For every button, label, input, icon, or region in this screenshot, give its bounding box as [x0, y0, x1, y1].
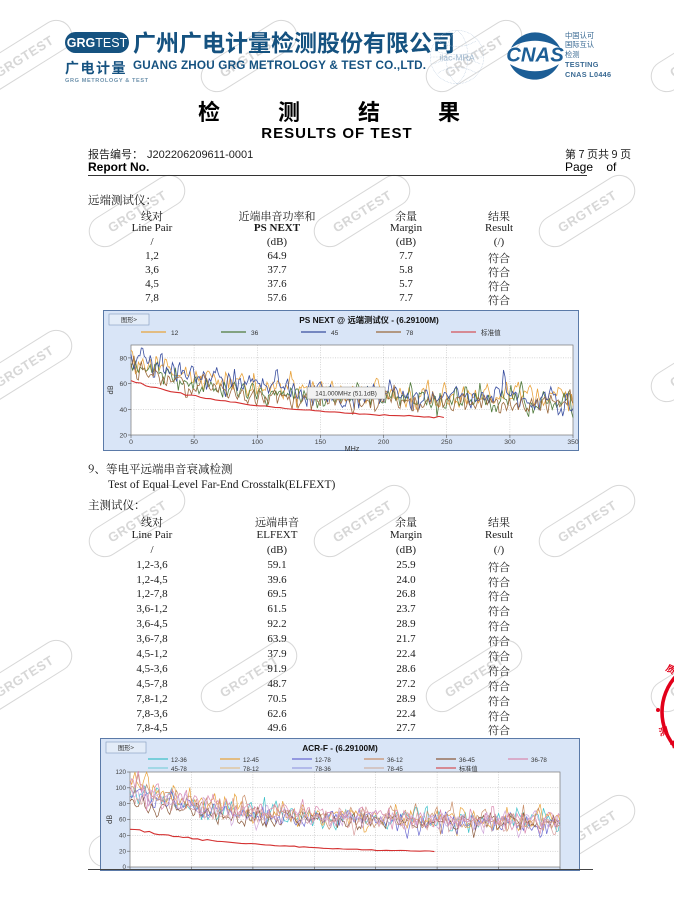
- svg-text:36-12: 36-12: [387, 757, 403, 764]
- svg-text:120: 120: [115, 769, 126, 776]
- svg-text:60: 60: [119, 381, 127, 388]
- svg-text:36-45: 36-45: [459, 757, 475, 764]
- svg-text:20: 20: [119, 433, 127, 440]
- svg-text:200: 200: [378, 439, 390, 446]
- svg-text:78: 78: [406, 330, 414, 337]
- svg-text:36: 36: [251, 330, 259, 337]
- svg-text:dB: dB: [105, 815, 115, 824]
- svg-text:12-36: 12-36: [171, 757, 187, 764]
- svg-text:141.000MHz (51.1dB): 141.000MHz (51.1dB): [315, 391, 377, 398]
- svg-text:ilac-MRA: ilac-MRA: [439, 52, 474, 62]
- svg-text:dB: dB: [106, 385, 116, 394]
- svg-text:20: 20: [119, 848, 127, 855]
- svg-text:40: 40: [119, 833, 127, 840]
- svg-text:12-78: 12-78: [315, 757, 331, 764]
- svg-text:80: 80: [119, 355, 127, 362]
- svg-text:80: 80: [119, 801, 127, 808]
- svg-text:60: 60: [119, 817, 127, 824]
- svg-text:300: 300: [504, 439, 516, 446]
- svg-text:ACR-F - (6.29100M): ACR-F - (6.29100M): [302, 743, 378, 753]
- svg-text:100: 100: [115, 785, 126, 792]
- svg-text:50: 50: [190, 439, 198, 446]
- svg-text:图形>: 图形>: [118, 743, 135, 752]
- svg-text:40: 40: [119, 407, 127, 414]
- svg-text:专: 专: [669, 737, 674, 752]
- svg-text:12-45: 12-45: [243, 757, 259, 764]
- svg-text:350: 350: [567, 439, 579, 446]
- svg-text:150: 150: [315, 439, 327, 446]
- svg-text:45: 45: [331, 330, 339, 337]
- svg-text:CNAS: CNAS: [506, 45, 564, 67]
- svg-text:100: 100: [252, 439, 264, 446]
- svg-text:质: 质: [664, 660, 674, 677]
- svg-text:0: 0: [129, 439, 133, 446]
- svg-text:PS NEXT @ 远端测试仪 - (6.29100M): PS NEXT @ 远端测试仪 - (6.29100M): [299, 314, 439, 326]
- svg-text:36-78: 36-78: [531, 757, 547, 764]
- svg-text:12: 12: [171, 330, 179, 337]
- svg-text:图形>: 图形>: [121, 315, 138, 324]
- svg-text:测: 测: [657, 723, 670, 739]
- svg-text:250: 250: [441, 439, 453, 446]
- svg-text:标准值: 标准值: [481, 327, 501, 337]
- svg-text:MHz: MHz: [345, 444, 360, 451]
